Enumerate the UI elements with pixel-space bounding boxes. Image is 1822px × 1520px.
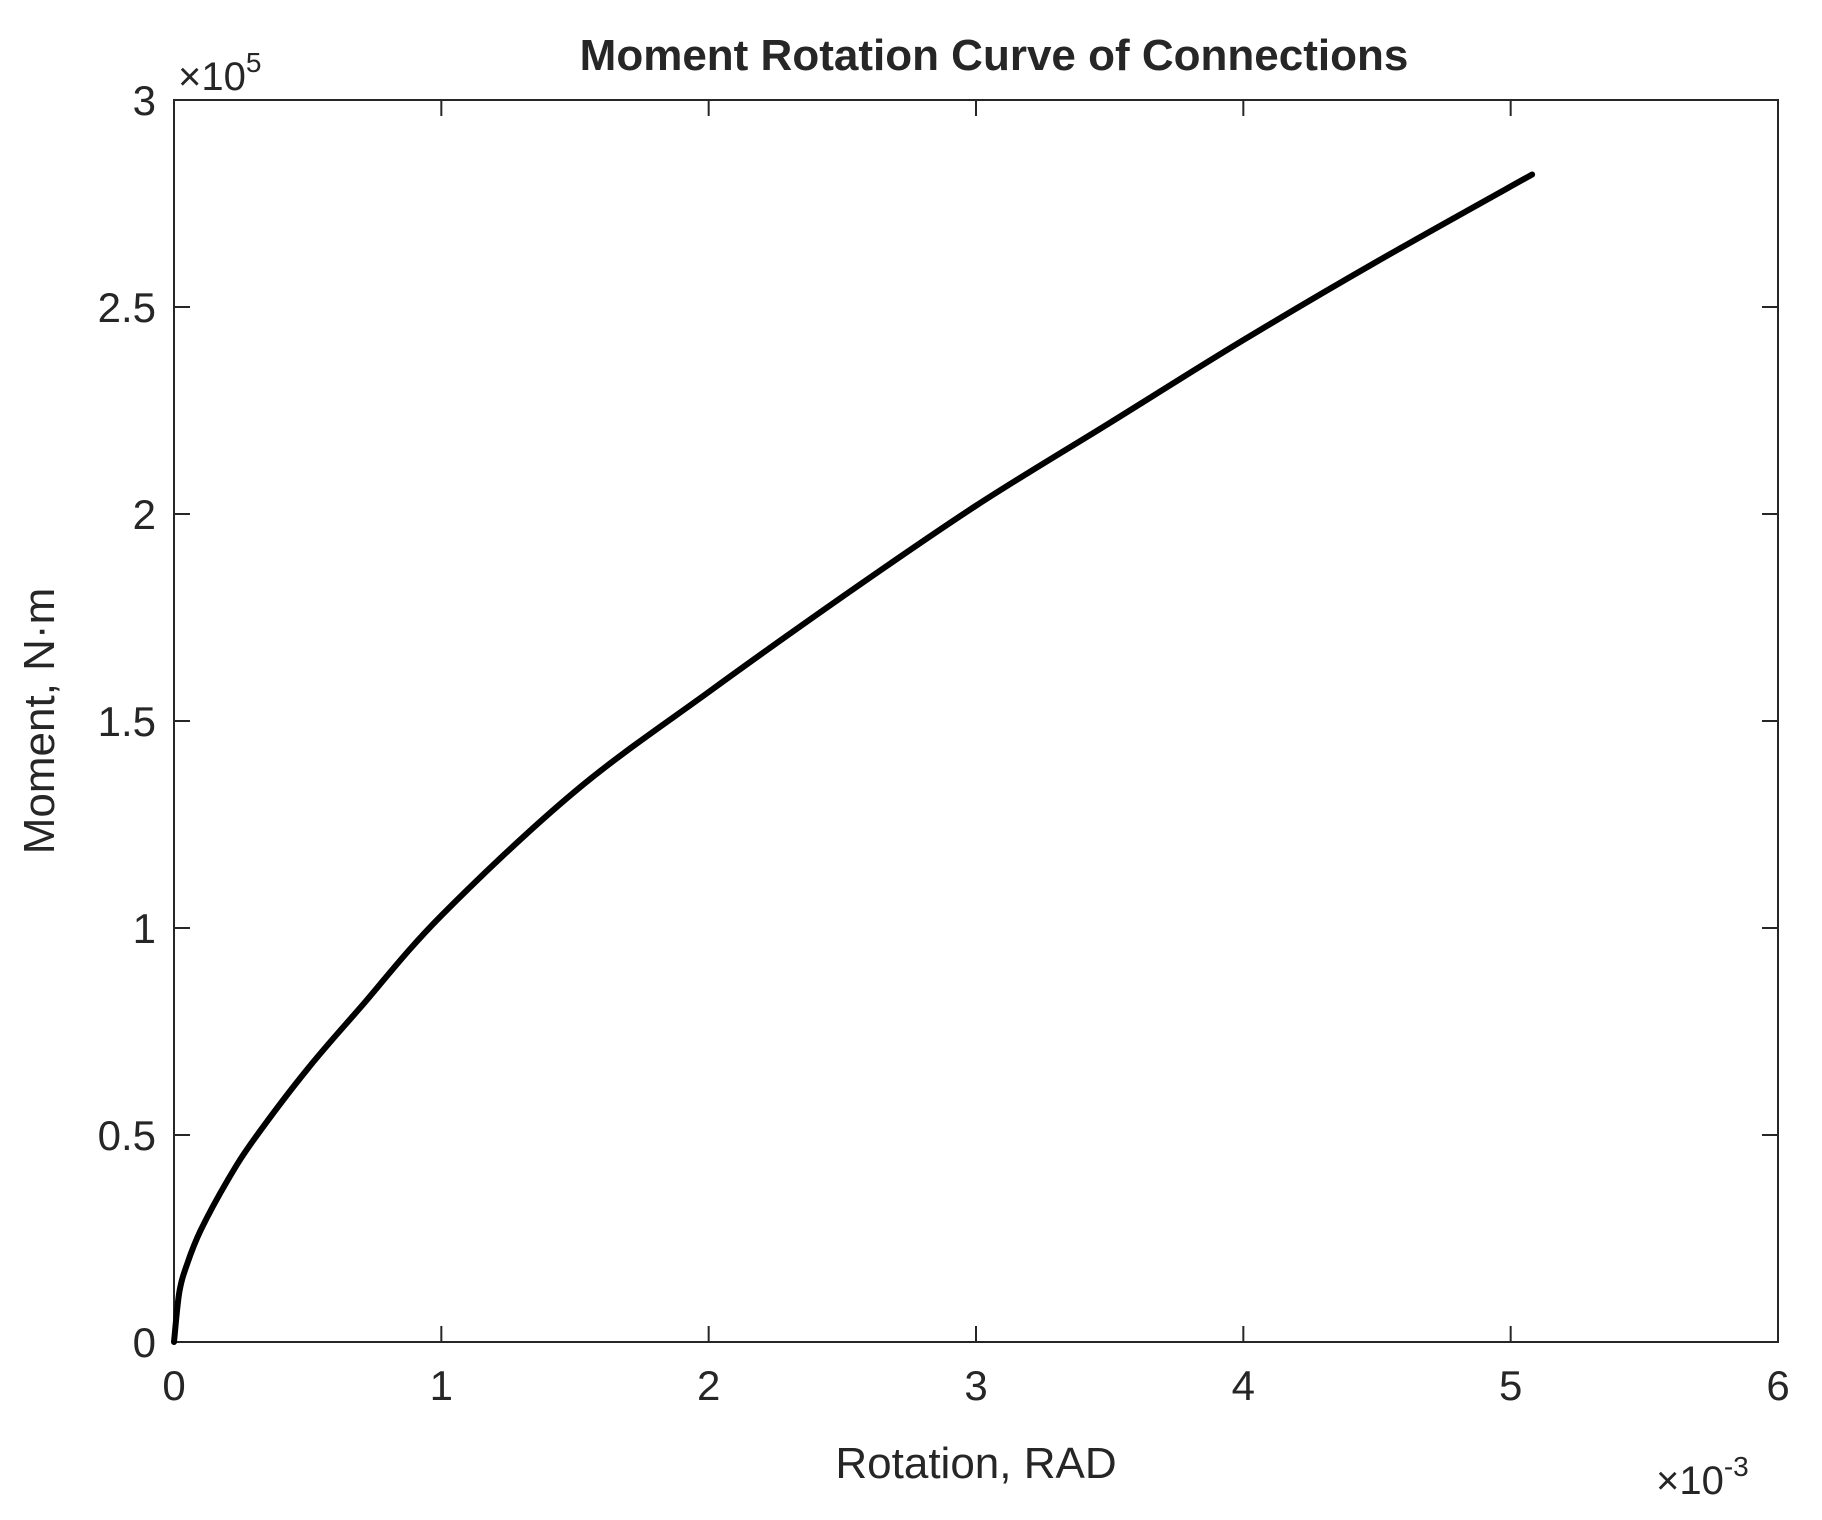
x-multiplier-exponent: -3 — [1724, 1451, 1749, 1482]
x-tick-label-6: 6 — [1766, 1362, 1789, 1409]
x-tick-label-3: 3 — [964, 1362, 987, 1409]
x-tick-label-1: 1 — [430, 1362, 453, 1409]
y-axis-multiplier: ×105 — [178, 47, 261, 99]
y-multiplier-exponent: 5 — [246, 47, 262, 78]
y-tick-label-2: 1 — [133, 905, 156, 952]
y-tick-label-4: 2 — [133, 491, 156, 538]
x-tick-label-4: 4 — [1232, 1362, 1255, 1409]
y-tick-label-0: 0 — [133, 1319, 156, 1366]
y-multiplier-base: ×10 — [178, 55, 246, 99]
y-axis-ticks: 0 0.5 1 1.5 2 2.5 3 — [98, 77, 1778, 1366]
y-tick-label-1: 0.5 — [98, 1112, 156, 1159]
x-tick-label-2: 2 — [697, 1362, 720, 1409]
x-axis-ticks: 0 1 2 3 4 5 6 — [162, 100, 1790, 1409]
y-tick-label-5: 2.5 — [98, 284, 156, 331]
x-tick-label-5: 5 — [1499, 1362, 1522, 1409]
svg-text:×105: ×105 — [178, 47, 261, 99]
svg-text:×10-3: ×10-3 — [1656, 1451, 1749, 1503]
series-line — [171, 171, 1536, 1345]
plot-area — [173, 99, 1779, 1343]
y-tick-label-6: 3 — [133, 77, 156, 124]
x-tick-label-0: 0 — [162, 1362, 185, 1409]
x-axis-label: Rotation, RAD — [835, 1439, 1116, 1488]
y-tick-label-3: 1.5 — [98, 698, 156, 745]
x-axis-multiplier: ×10-3 — [1656, 1451, 1749, 1503]
x-multiplier-base: ×10 — [1656, 1459, 1724, 1503]
chart-title: Moment Rotation Curve of Connections — [580, 31, 1409, 80]
y-axis-label: Moment, N·m — [15, 588, 64, 854]
